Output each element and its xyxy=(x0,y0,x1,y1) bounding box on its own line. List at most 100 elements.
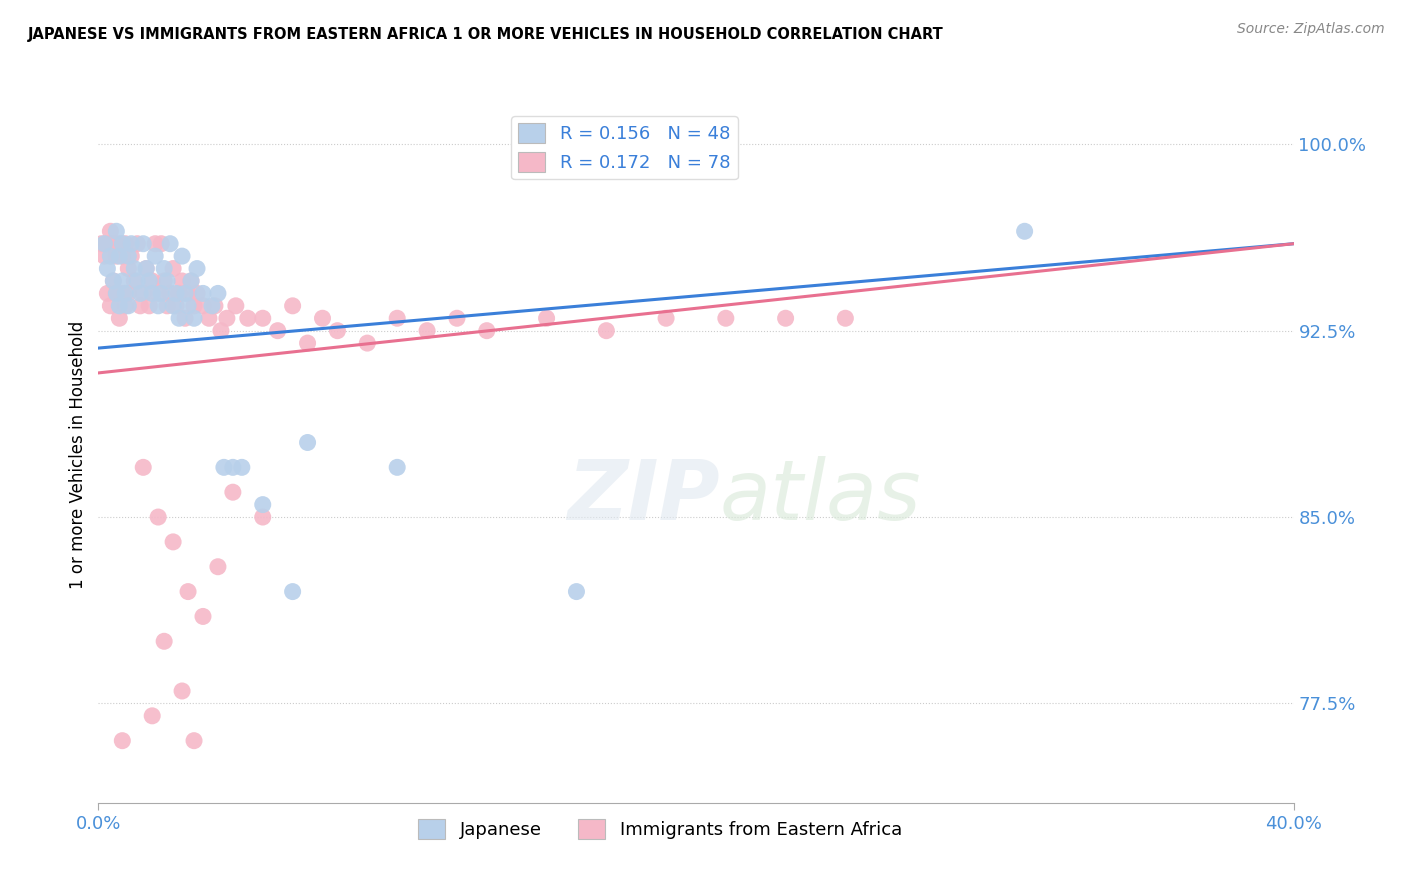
Point xyxy=(117,286,139,301)
Point xyxy=(385,311,409,326)
Point xyxy=(141,274,163,288)
Point xyxy=(153,634,176,648)
Point xyxy=(191,286,214,301)
Point xyxy=(127,236,149,251)
Point xyxy=(207,286,229,301)
Point xyxy=(111,733,134,747)
Point xyxy=(204,299,226,313)
Point xyxy=(98,299,122,313)
Point xyxy=(111,249,134,263)
Point xyxy=(156,274,179,288)
Point xyxy=(153,274,176,288)
Point xyxy=(326,324,349,338)
Point xyxy=(124,274,146,288)
Point xyxy=(183,311,205,326)
Point xyxy=(180,274,202,288)
Point xyxy=(150,286,173,301)
Point xyxy=(775,311,797,326)
Text: Source: ZipAtlas.com: Source: ZipAtlas.com xyxy=(1237,22,1385,37)
Point xyxy=(416,324,439,338)
Point xyxy=(174,311,197,326)
Point xyxy=(177,299,200,313)
Point xyxy=(108,299,131,313)
Point xyxy=(129,299,152,313)
Point xyxy=(209,324,232,338)
Point xyxy=(356,336,378,351)
Point xyxy=(183,299,205,313)
Point xyxy=(105,286,128,301)
Point xyxy=(385,460,409,475)
Point xyxy=(714,311,737,326)
Point xyxy=(96,236,118,251)
Point xyxy=(198,311,221,326)
Point xyxy=(655,311,678,326)
Point xyxy=(536,311,558,326)
Point xyxy=(207,559,229,574)
Point xyxy=(297,336,319,351)
Point xyxy=(105,224,128,238)
Text: atlas: atlas xyxy=(720,456,921,537)
Point xyxy=(93,249,115,263)
Point xyxy=(231,460,253,475)
Point xyxy=(297,435,319,450)
Point xyxy=(103,274,125,288)
Point xyxy=(215,311,238,326)
Point xyxy=(103,274,125,288)
Point xyxy=(446,311,468,326)
Point xyxy=(98,249,122,263)
Point xyxy=(127,274,149,288)
Point xyxy=(162,261,184,276)
Point xyxy=(120,249,142,263)
Point xyxy=(117,299,139,313)
Point xyxy=(222,485,245,500)
Point xyxy=(111,286,134,301)
Point xyxy=(124,261,146,276)
Point xyxy=(114,236,136,251)
Point xyxy=(167,311,190,326)
Point xyxy=(565,584,588,599)
Point xyxy=(162,299,184,313)
Text: ZIP: ZIP xyxy=(567,456,720,537)
Point xyxy=(135,261,157,276)
Point xyxy=(225,299,247,313)
Point xyxy=(96,261,118,276)
Point xyxy=(143,249,166,263)
Point xyxy=(148,286,170,301)
Point xyxy=(159,286,181,301)
Point xyxy=(165,286,187,301)
Point xyxy=(595,324,617,338)
Point xyxy=(252,311,274,326)
Point xyxy=(311,311,333,326)
Point xyxy=(111,274,134,288)
Point xyxy=(162,534,184,549)
Point xyxy=(222,460,245,475)
Point xyxy=(165,299,187,313)
Point xyxy=(150,236,173,251)
Y-axis label: 1 or more Vehicles in Household: 1 or more Vehicles in Household xyxy=(69,321,87,589)
Point xyxy=(191,299,214,313)
Point xyxy=(201,299,224,313)
Point xyxy=(148,510,170,524)
Text: JAPANESE VS IMMIGRANTS FROM EASTERN AFRICA 1 OR MORE VEHICLES IN HOUSEHOLD CORRE: JAPANESE VS IMMIGRANTS FROM EASTERN AFRI… xyxy=(28,27,943,42)
Point xyxy=(212,460,235,475)
Point xyxy=(172,684,194,698)
Point xyxy=(132,286,155,301)
Point xyxy=(111,236,134,251)
Point xyxy=(105,249,128,263)
Point xyxy=(93,236,115,251)
Point xyxy=(186,261,208,276)
Point xyxy=(141,708,163,723)
Point xyxy=(90,236,112,251)
Point xyxy=(141,286,163,301)
Point xyxy=(117,261,139,276)
Point xyxy=(236,311,259,326)
Point xyxy=(117,249,139,263)
Point xyxy=(108,236,131,251)
Point xyxy=(172,274,194,288)
Point xyxy=(267,324,290,338)
Point xyxy=(172,249,194,263)
Point xyxy=(96,286,118,301)
Point xyxy=(114,299,136,313)
Point xyxy=(108,249,131,263)
Point xyxy=(180,274,202,288)
